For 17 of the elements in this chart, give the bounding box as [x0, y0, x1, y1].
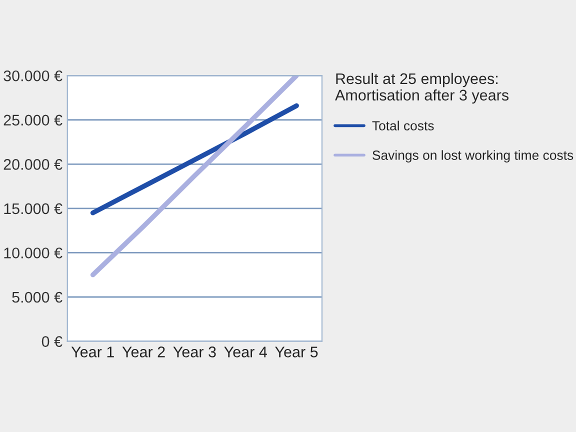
legend-label: Total costs	[372, 120, 434, 130]
y-tick-label: 25.000 €	[4, 114, 62, 126]
x-tick-label: Year 3	[173, 346, 216, 358]
line-series	[90, 76, 299, 278]
y-tick-label: 10.000 €	[4, 248, 62, 258]
legend-title: Result at 25 employees: Amortisation after 3 years	[335, 72, 509, 104]
x-tick-label: Year 2	[122, 346, 165, 358]
y-tick-label: 30.000 €	[4, 70, 62, 82]
x-tick-label: Year 1	[71, 346, 114, 358]
y-tick-label: 20.000 €	[4, 159, 62, 170]
line-series	[90, 103, 299, 216]
y-tick-label: 15.000 €	[4, 203, 62, 214]
y-tick-label: 0 €	[42, 336, 62, 347]
y-tick-label: 5.000 €	[12, 292, 62, 303]
x-tick-label: Year 4	[224, 346, 267, 358]
x-tick-label: Year 5	[275, 346, 318, 358]
legend-label: Savings on lost working time costs	[372, 150, 574, 162]
